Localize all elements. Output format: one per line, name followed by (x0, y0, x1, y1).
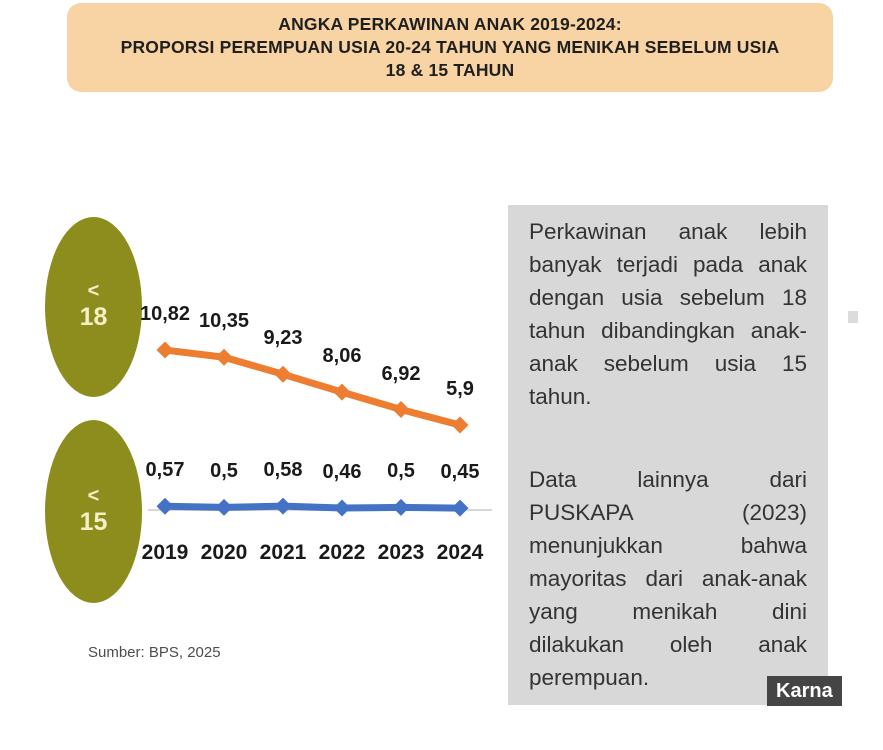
value-label-under-15-2020: 0,5 (210, 460, 238, 483)
x-axis-label-2021: 2021 (259, 541, 307, 564)
value-label-under-15-2023: 0,5 (387, 460, 415, 483)
marker-under-15-2024 (451, 499, 469, 517)
legend-badge-under-18: < 18 (45, 217, 142, 397)
badge-age-18: 18 (79, 303, 108, 331)
title-line-2: PROPORSI PEREMPUAN USIA 20-24 TAHUN YANG… (120, 37, 780, 57)
value-label-under-18-2020: 10,35 (198, 310, 250, 333)
title-line-3: 18 & 15 TAHUN (385, 60, 515, 80)
less-than-symbol: < (87, 280, 100, 302)
title-banner: ANGKA PERKAWINAN ANAK 2019-2024: PROPORS… (67, 3, 833, 92)
title-line-1: ANGKA PERKAWINAN ANAK 2019-2024: (278, 14, 622, 34)
x-axis-label-2019: 2019 (141, 541, 189, 564)
marker-under-18-2021 (274, 365, 292, 383)
legend-badge-under-15: < 15 (45, 420, 142, 603)
marker-under-15-2020 (215, 498, 233, 516)
trend-line-under-15 (161, 502, 464, 512)
trend-line-under-18 (161, 346, 464, 429)
value-label-under-18-2022: 8,06 (322, 345, 362, 368)
marker-under-18-2020 (215, 348, 233, 366)
marker-under-15-2023 (392, 498, 410, 516)
value-label-under-15-2024: 0,45 (440, 461, 480, 484)
marker-under-15-2019 (156, 497, 174, 515)
marker-under-18-2019 (156, 341, 174, 359)
marker-under-18-2022 (333, 383, 351, 401)
value-label-under-15-2022: 0,46 (322, 460, 362, 483)
watermark-karna: Karna (767, 676, 842, 706)
series-lines-group (156, 341, 469, 517)
value-label-under-15-2021: 0,58 (263, 459, 303, 482)
x-axis-label-2023: 2023 (377, 541, 425, 564)
value-label-under-15-2019: 0,57 (145, 459, 185, 482)
x-axis-label-2024: 2024 (436, 541, 484, 564)
marker-under-15-2021 (274, 497, 292, 515)
artifact-square (848, 311, 858, 323)
x-axis-label-2022: 2022 (318, 541, 366, 564)
value-label-under-18-2023: 6,92 (381, 362, 421, 385)
insight-paragraph-1: Perkawinan anak lebih banyak terjadi pad… (529, 219, 807, 409)
marker-under-15-2022 (333, 499, 351, 517)
value-label-under-18-2024: 5,9 (446, 378, 474, 401)
badge-age-15: 15 (79, 507, 108, 536)
source-note: Sumber: BPS, 2025 (88, 644, 221, 661)
marker-under-18-2024 (451, 416, 469, 434)
x-axis-label-2020: 2020 (200, 541, 248, 564)
less-than-symbol: < (87, 484, 100, 507)
insight-paragraph-2: Data lainnya dari PUSKAPA (2023) menunju… (529, 467, 807, 690)
insight-box: Perkawinan anak lebih banyak terjadi pad… (508, 205, 828, 705)
marker-under-18-2023 (392, 401, 410, 419)
value-label-under-18-2021: 9,23 (263, 327, 303, 350)
